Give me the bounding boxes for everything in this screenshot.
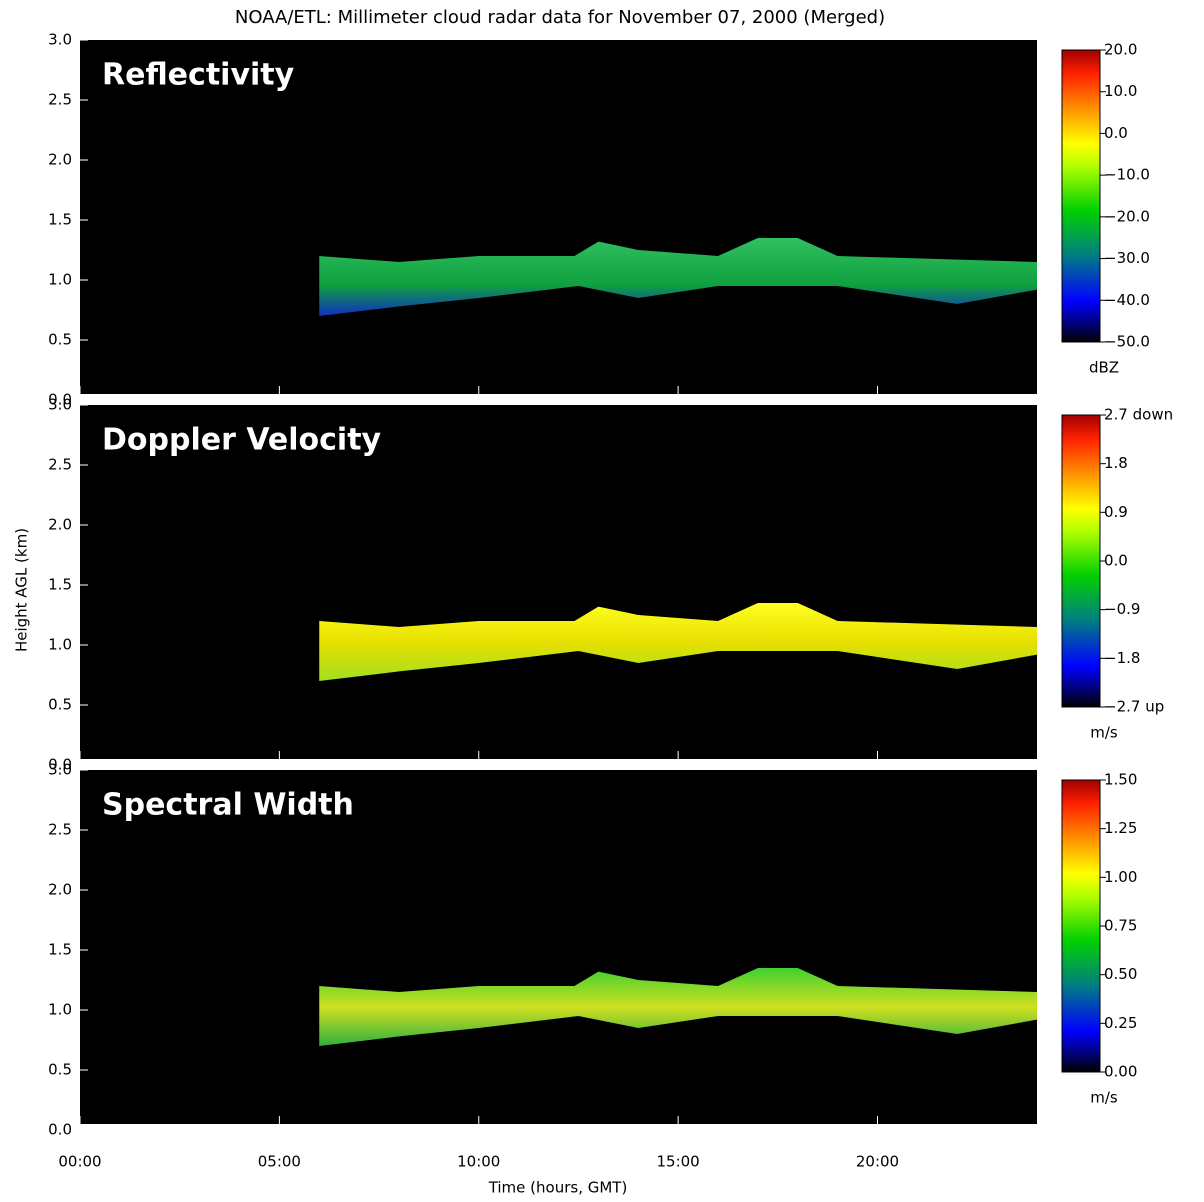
y-tick-label: 0.0 <box>48 391 72 409</box>
panel-title: Doppler Velocity <box>102 423 382 458</box>
panel-title: Spectral Width <box>102 788 354 823</box>
y-tick-label: 1.0 <box>48 1001 72 1019</box>
colorbar-tick-label: −30.0 <box>1104 249 1150 267</box>
colorbar-tick-label: 1.8 <box>1104 454 1128 472</box>
y-tick-label: 0.0 <box>48 1121 72 1139</box>
plot-area <box>80 405 1037 765</box>
colorbar-tick-label: −40.0 <box>1104 291 1150 309</box>
y-tick-label: 2.0 <box>48 151 72 169</box>
y-tick-label: 0.5 <box>48 331 72 349</box>
colorbar-tick-label: 0.00 <box>1104 1063 1137 1081</box>
y-tick-label: 0.5 <box>48 696 72 714</box>
ground-strip <box>80 394 1037 400</box>
colorbar-tick-label: 0.9 <box>1104 503 1128 521</box>
y-tick-label: 0.0 <box>48 756 72 774</box>
cloud-echo <box>319 968 1037 1046</box>
plot-area <box>80 40 1037 400</box>
x-tick-label: 15:00 <box>657 1153 700 1171</box>
y-tick-label: 2.0 <box>48 516 72 534</box>
colorbar-tick-label: 1.25 <box>1104 819 1137 837</box>
colorbar-tick-label: 0.75 <box>1104 917 1137 935</box>
y-tick-label: 1.5 <box>48 576 72 594</box>
colorbar-label: m/s <box>1090 724 1118 742</box>
y-axis-label: Height AGL (km) <box>13 528 31 652</box>
colorbar <box>1061 414 1101 708</box>
colorbar <box>1061 49 1101 343</box>
colorbar-tick-label: 0.0 <box>1104 124 1128 142</box>
y-tick-label: 2.5 <box>48 821 72 839</box>
y-tick-label: 3.0 <box>48 761 72 779</box>
colorbar-tick-label: 1.00 <box>1104 868 1137 886</box>
y-tick-label: 1.0 <box>48 271 72 289</box>
colorbar-tick-label: −2.7 up <box>1104 698 1164 716</box>
colorbar-tick-label: 10.0 <box>1104 82 1137 100</box>
colorbar-tick-label: −10.0 <box>1104 166 1150 184</box>
colorbar-tick-label: −0.9 <box>1104 600 1140 618</box>
colorbar-tick-label: 1.50 <box>1104 771 1137 789</box>
ground-strip <box>80 759 1037 765</box>
colorbar-tick-label: −20.0 <box>1104 207 1150 225</box>
cloud-echo <box>319 238 1037 316</box>
y-tick-label: 2.5 <box>48 456 72 474</box>
colorbar-tick-label: 2.7 down <box>1104 406 1173 424</box>
colorbar <box>1061 779 1101 1073</box>
x-tick-label: 00:00 <box>58 1153 101 1171</box>
ground-strip <box>80 1124 1037 1130</box>
colorbar-tick-label: −1.8 <box>1104 649 1140 667</box>
plot-area <box>80 770 1037 1130</box>
y-tick-label: 1.5 <box>48 211 72 229</box>
y-tick-label: 3.0 <box>48 396 72 414</box>
y-tick-label: 1.5 <box>48 941 72 959</box>
colorbar-tick-label: 0.0 <box>1104 552 1128 570</box>
panel-title: Reflectivity <box>102 58 295 93</box>
colorbar-tick-label: −50.0 <box>1104 333 1150 351</box>
x-tick-label: 05:00 <box>258 1153 301 1171</box>
colorbar-tick-label: 20.0 <box>1104 41 1137 59</box>
x-tick-label: 10:00 <box>457 1153 500 1171</box>
y-tick-label: 1.0 <box>48 636 72 654</box>
chart-title: NOAA/ETL: Millimeter cloud radar data fo… <box>235 7 885 28</box>
cloud-echo <box>319 603 1037 681</box>
y-tick-label: 3.0 <box>48 31 72 49</box>
y-tick-label: 2.5 <box>48 91 72 109</box>
colorbar-label: dBZ <box>1089 359 1119 377</box>
x-tick-label: 20:00 <box>856 1153 899 1171</box>
x-axis-label: Time (hours, GMT) <box>488 1179 628 1197</box>
y-tick-label: 2.0 <box>48 881 72 899</box>
y-tick-label: 0.5 <box>48 1061 72 1079</box>
colorbar-tick-label: 0.50 <box>1104 965 1137 983</box>
colorbar-tick-label: 0.25 <box>1104 1014 1137 1032</box>
colorbar-label: m/s <box>1090 1089 1118 1107</box>
